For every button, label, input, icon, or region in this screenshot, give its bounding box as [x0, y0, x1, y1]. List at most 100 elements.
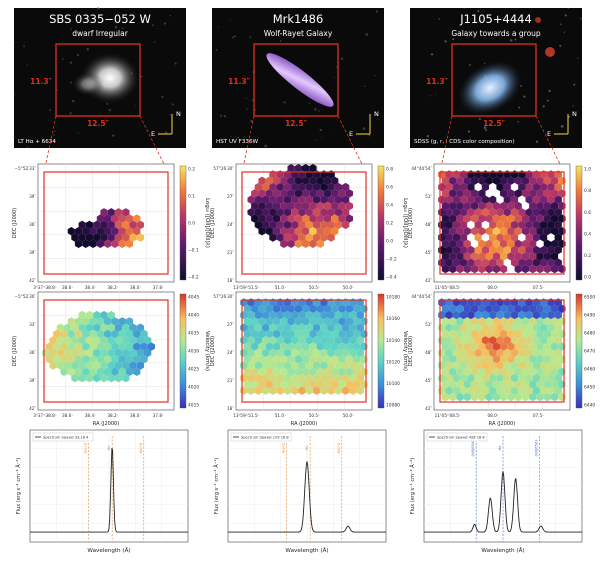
spaxel: [144, 348, 152, 358]
spaxel: [114, 348, 123, 358]
dec-tick-label: −5°52′30″: [15, 294, 37, 299]
colorbar-tick-label: 0.1: [188, 194, 195, 200]
spaxel: [294, 367, 302, 376]
spaxel: [312, 310, 321, 320]
spaxel: [67, 227, 75, 236]
spaxel: [467, 182, 475, 192]
fov-box: [55, 43, 141, 117]
spaxel: [272, 367, 281, 376]
noise-speck: [223, 115, 227, 118]
spaxel: [532, 220, 540, 230]
spaxel: [449, 342, 457, 351]
spaxel: [460, 233, 468, 242]
image-caption: HST UV F336W: [216, 139, 259, 145]
spaxel: [338, 355, 346, 364]
spaxel: [118, 239, 126, 248]
colorbar: [575, 165, 583, 281]
spaxel: [554, 348, 562, 358]
spaxel: [74, 227, 83, 236]
spaxel: [518, 336, 526, 345]
noise-speck: [151, 24, 154, 27]
spaxel: [500, 317, 508, 326]
spaxel: [449, 264, 457, 274]
spaxel: [338, 214, 346, 223]
spaxel: [291, 336, 299, 345]
spaxel: [441, 239, 450, 248]
dec-tick-label: 21″: [227, 378, 234, 383]
noise-speck: [219, 114, 223, 117]
spaxel: [327, 220, 335, 230]
spaxel: [452, 182, 460, 192]
spaxel: [460, 348, 468, 358]
colorbar-tick-label: 0.6: [584, 210, 591, 216]
spaxel: [492, 392, 500, 402]
spaxel: [320, 373, 328, 383]
spaxel: [129, 361, 137, 370]
spaxel: [276, 386, 284, 395]
spaxel: [532, 245, 540, 255]
dec-tick-label: 18″: [227, 278, 234, 283]
fov-box: [253, 43, 339, 117]
ra-tick-label: 38.6ˢ: [62, 413, 73, 418]
spaxel: [474, 373, 482, 383]
spaxel: [338, 342, 346, 351]
noise-speck: [374, 74, 376, 77]
spaxel: [514, 304, 522, 313]
noise-speck: [429, 95, 431, 97]
spaxel: [265, 380, 273, 389]
spaxel: [507, 214, 515, 223]
noise-speck: [318, 110, 320, 112]
spaxel: [503, 323, 511, 332]
spaxel: [470, 342, 479, 351]
spaxel: [93, 336, 101, 345]
dec-axis-label: DEC (J2000): [408, 336, 414, 366]
spaxel: [140, 355, 148, 364]
spaxel: [327, 361, 335, 370]
spaxel: [283, 220, 292, 230]
spaxel: [452, 348, 460, 358]
spaxel: [82, 342, 90, 351]
spaxel: [60, 329, 68, 339]
spaxel: [338, 304, 346, 313]
colorbar-tick-label: 6450: [584, 385, 595, 391]
noise-speck: [559, 44, 562, 47]
spaxel: [298, 373, 306, 383]
noise-speck: [329, 132, 331, 134]
dec-tick-label: 24″: [227, 222, 234, 227]
spaxel: [547, 208, 555, 217]
line-ratio-map: 13ʰ59ᵐ51.5ˢ 51.0ˢ 50.5ˢ 50.0ˢ 57°26′30″ 27″ 24…: [210, 163, 408, 299]
spaxel: [312, 323, 321, 332]
dec-axis-label: DEC (J2000): [408, 208, 414, 238]
spaxel: [74, 329, 83, 339]
spaxel: [320, 220, 328, 230]
noise-speck: [315, 139, 317, 142]
spaxel: [114, 208, 123, 217]
spaxel: [93, 233, 101, 242]
spaxel: [136, 323, 144, 332]
spaxel: [100, 220, 108, 230]
ra-tick-label: 37.8ˢ: [153, 413, 164, 418]
spaxel: [258, 201, 266, 211]
ra-tick-label: 13ʰ59ᵐ51.5ˢ: [233, 413, 259, 418]
colorbar-tick-label: 4030: [188, 349, 199, 355]
spaxel: [536, 317, 544, 326]
spaxel: [287, 189, 295, 198]
spaxel: [456, 189, 464, 198]
noise-speck: [535, 140, 539, 143]
spaxel: [540, 233, 548, 242]
spaxel: [144, 336, 152, 345]
spaxel: [298, 361, 306, 370]
spaxel: [125, 239, 134, 248]
legend-box: [230, 432, 292, 442]
spaxel: [521, 355, 530, 364]
noise-speck: [375, 114, 377, 116]
spaxel: [500, 392, 508, 402]
spaxel: [521, 317, 530, 326]
dec-tick-label: 21″: [227, 250, 234, 255]
spaxel: [518, 348, 526, 358]
ra-tick-label: 11ʰ05ᵐ08.5ˢ: [435, 413, 461, 418]
spaxel: [283, 233, 292, 242]
spaxel: [489, 182, 497, 192]
spaxel: [445, 233, 453, 242]
spaxel: [529, 342, 537, 351]
